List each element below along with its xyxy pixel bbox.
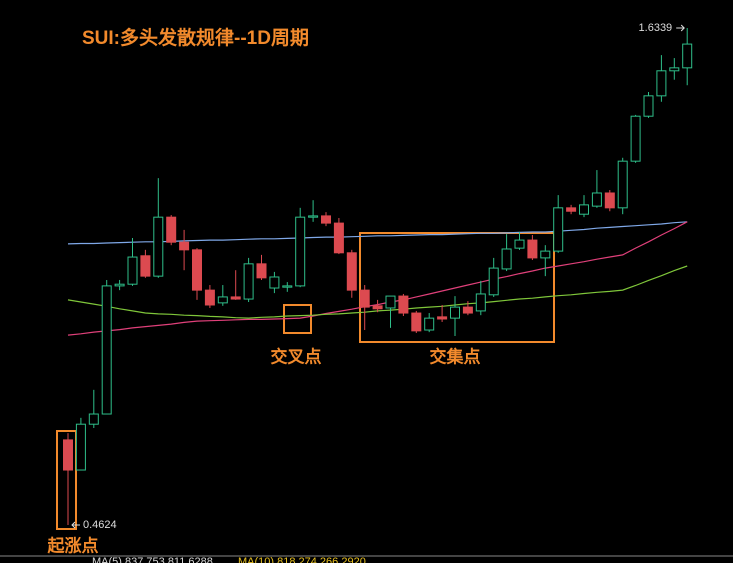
candle-body xyxy=(282,285,293,288)
candle-body xyxy=(669,67,680,72)
candle-body xyxy=(269,276,280,289)
candle-body xyxy=(153,216,164,277)
candle-body xyxy=(333,222,344,254)
candle-body xyxy=(643,95,654,117)
chart-title: SUI:多头发散规律--1D周期 xyxy=(82,26,309,49)
candle-body xyxy=(566,207,577,212)
candle-body xyxy=(656,70,667,97)
candle-body xyxy=(385,295,396,309)
candle-body xyxy=(424,317,435,331)
candle-body xyxy=(604,192,615,209)
candle-body xyxy=(243,263,254,300)
price-label: 1.6339 xyxy=(639,22,673,34)
candle-body xyxy=(192,249,202,291)
arrow xyxy=(71,521,80,529)
footer-text: MA(5) 837,753,811.6288 xyxy=(92,556,213,563)
candle-body xyxy=(179,241,190,251)
annotation: 交叉点 xyxy=(271,346,322,366)
candle-body xyxy=(256,263,267,279)
candle-body xyxy=(488,267,499,296)
candle-body xyxy=(217,296,228,304)
candle-body xyxy=(308,215,319,218)
candle-body xyxy=(114,283,125,287)
candle-body xyxy=(127,256,138,285)
candle-body xyxy=(553,207,564,252)
arrow xyxy=(676,24,685,32)
candle-body xyxy=(398,295,409,314)
candle-body xyxy=(617,160,628,209)
annotation: 起涨点 xyxy=(47,535,99,555)
candle-body xyxy=(88,413,99,425)
candle-body xyxy=(501,248,512,270)
candle-body xyxy=(346,252,357,291)
highlight-box xyxy=(359,232,555,343)
candle-body xyxy=(475,293,486,312)
candle-body xyxy=(411,312,422,332)
candle-body xyxy=(372,305,383,310)
candle-body xyxy=(140,255,151,277)
candle-body xyxy=(579,204,589,215)
candle-body xyxy=(450,306,460,319)
candle-body xyxy=(295,216,306,287)
candle-body xyxy=(204,289,215,306)
price-label: 0.4624 xyxy=(83,519,117,531)
candle-body xyxy=(462,306,473,314)
candle-body xyxy=(540,250,551,259)
candle-body xyxy=(630,115,641,162)
candle-body xyxy=(591,192,602,207)
candle-body xyxy=(230,296,241,300)
candle-body xyxy=(63,439,73,471)
candle-body xyxy=(166,216,177,243)
annotation: 交集点 xyxy=(430,346,481,366)
candle-body xyxy=(682,43,693,69)
candle-body xyxy=(437,316,448,320)
footer-text: MA(10) 818,274,266.2920 xyxy=(238,556,366,563)
candle-body xyxy=(527,239,538,259)
candle-body xyxy=(101,285,112,415)
candle-body xyxy=(321,215,331,224)
highlight-box xyxy=(56,430,77,530)
candle-body xyxy=(514,239,525,249)
candle-body xyxy=(359,289,370,308)
candle-body xyxy=(75,423,86,471)
